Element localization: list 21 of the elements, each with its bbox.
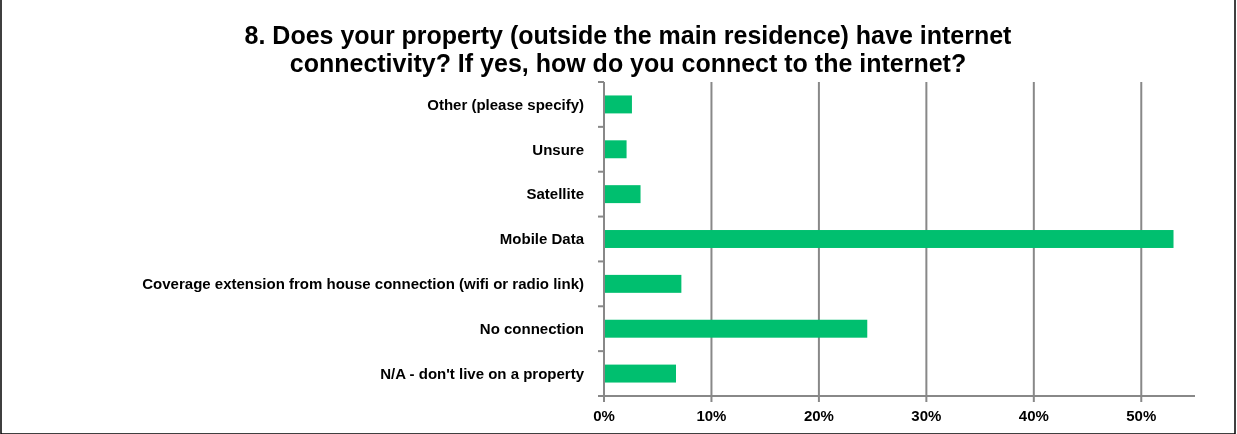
y-tick-label: Coverage extension from house connection (wifi or radio link) — [142, 275, 584, 293]
x-tick-label: 50% — [1126, 407, 1157, 424]
x-tick-label: 40% — [1018, 407, 1049, 424]
y-tick-label: Unsure — [532, 140, 584, 158]
y-tick-label: Satellite — [526, 185, 584, 203]
bar — [604, 274, 682, 293]
y-tick-label: Other (please specify) — [427, 95, 584, 113]
x-tick-label: 0% — [593, 407, 615, 424]
chart-title: 8. Does your property (outside the main residence) have internet connectivity? If yes, how do you connect to the internet? — [244, 21, 1013, 77]
y-tick-label: Mobile Data — [499, 230, 585, 248]
bar — [604, 364, 676, 383]
bar — [604, 230, 1174, 248]
bar — [604, 319, 868, 338]
y-tick-label: No connection — [479, 319, 584, 337]
bar — [604, 95, 632, 114]
bar — [604, 140, 627, 159]
bar — [604, 185, 641, 204]
x-tick-label: 30% — [911, 407, 942, 424]
x-tick-label: 20% — [803, 407, 834, 424]
y-tick-label: N/A - don't live on a property — [380, 364, 585, 382]
x-tick-label: 10% — [696, 407, 727, 424]
